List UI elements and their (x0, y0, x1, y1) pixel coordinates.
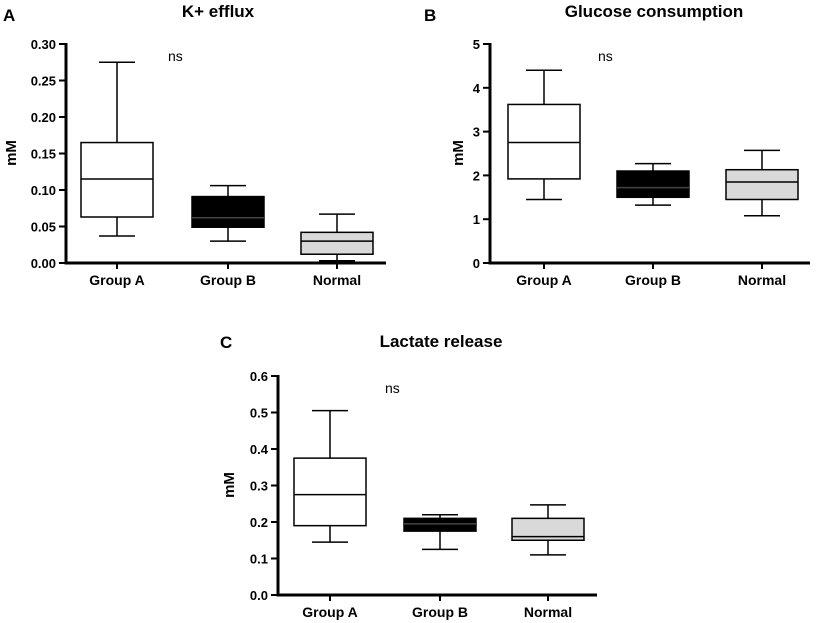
y-tick-label: 0.10 (31, 183, 56, 198)
significance-annotation: ns (385, 380, 400, 396)
y-tick-label: 5 (473, 37, 480, 52)
y-axis-label: mM (221, 472, 238, 498)
plot-area: 0.0 0.1 0.2 0.3 0.4 0.5 0.6 Group A Group B Norma… (250, 369, 597, 620)
y-tick-label: 0.1 (250, 552, 268, 567)
plot-area: 0 1 2 3 4 5 Group A Group B Normal (473, 37, 810, 288)
y-axis-label: mM (3, 140, 20, 166)
panel-c: C Lactate release mM ns 0.00.10.20.30.40… (220, 332, 597, 620)
iqr-box (293, 457, 367, 527)
y-tick-label: 0.2 (250, 515, 268, 530)
y-tick-label: 0.5 (250, 406, 268, 421)
significance-annotation: ns (598, 48, 613, 64)
iqr-box (300, 231, 374, 255)
box-group-a (80, 61, 154, 237)
box-group-b (616, 162, 690, 206)
x-tick-label: Group B (625, 272, 681, 288)
box-group-b (191, 184, 265, 242)
y-tick-label: 0.20 (31, 110, 56, 125)
y-tick-label: 0 (473, 256, 480, 271)
iqr-box (191, 195, 265, 228)
x-tick-label: Group A (302, 604, 357, 620)
iqr-box (403, 517, 477, 532)
chart-title: Lactate release (380, 332, 503, 351)
box-normal (725, 149, 799, 217)
x-tick-label: Group B (200, 272, 256, 288)
plot-area: 0.00 0.05 0.10 0.15 0.20 0.25 0.30 Group A Group… (31, 37, 386, 288)
panel-b: B Glucose consumption mM ns 0 1 2 3 4 5 Group … (424, 2, 810, 288)
x-tick-label: Group B (412, 604, 468, 620)
iqr-box (725, 168, 799, 201)
box-normal (300, 213, 374, 262)
y-tick-label: 3 (473, 125, 480, 140)
panel-letter: A (3, 6, 15, 25)
y-tick-label: 2 (473, 168, 480, 183)
y-tick-label: 0.0 (250, 588, 268, 603)
x-tick-label: Group A (89, 272, 144, 288)
iqr-box (507, 103, 581, 180)
box-group-a (293, 409, 367, 543)
panel-a: A K+ efflux mM ns 0.000.050.100.150.200.… (3, 2, 386, 288)
x-tick-label: Normal (313, 272, 361, 288)
chart-title: K+ efflux (182, 2, 255, 21)
y-tick-label: 0.05 (31, 220, 56, 235)
y-tick-label: 0.25 (31, 74, 56, 89)
box-normal (511, 504, 585, 556)
iqr-box (616, 170, 690, 199)
x-tick-label: Group A (516, 272, 571, 288)
significance-annotation: ns (168, 48, 183, 64)
box-group-a (507, 69, 581, 201)
y-tick-label: 0.15 (31, 147, 56, 162)
y-tick-label: 0.3 (250, 479, 268, 494)
y-tick-label: 4 (473, 81, 481, 96)
box-group-b (403, 513, 477, 551)
panel-letter: C (220, 333, 232, 352)
y-axis-label: mM (450, 140, 467, 166)
y-tick-label: 0.30 (31, 37, 56, 52)
x-tick-label: Normal (524, 604, 572, 620)
chart-title: Glucose consumption (565, 2, 744, 21)
y-tick-label: 1 (473, 212, 480, 227)
x-tick-label: Normal (738, 272, 786, 288)
y-tick-label: 0.4 (250, 442, 269, 457)
y-tick-label: 0.00 (31, 256, 56, 271)
iqr-box (511, 517, 585, 541)
y-tick-label: 0.6 (250, 369, 268, 384)
panel-letter: B (424, 6, 436, 25)
